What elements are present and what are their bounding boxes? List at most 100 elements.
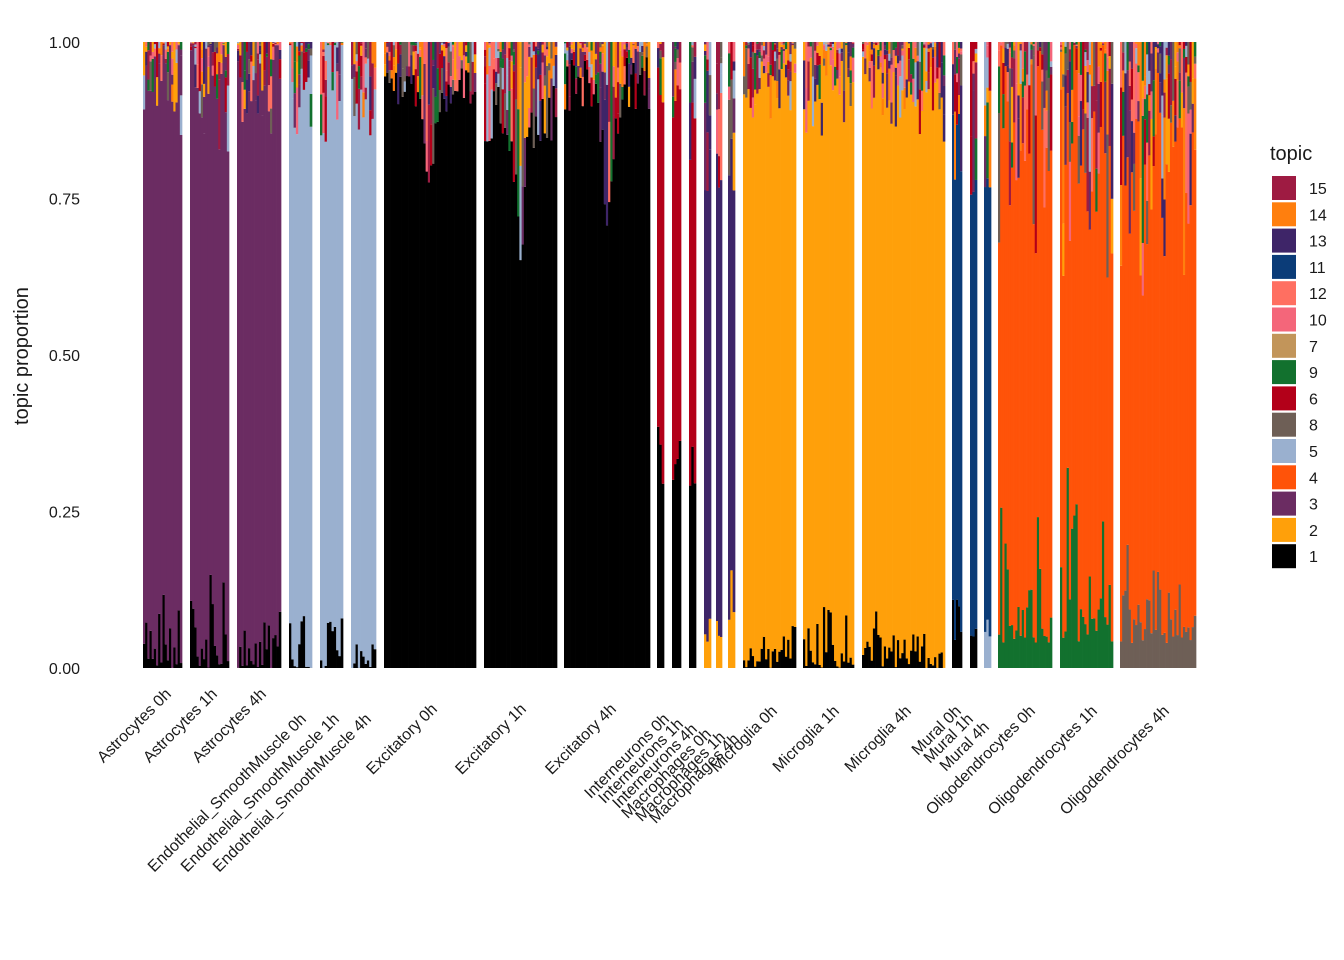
bar-segment-topic-14 [1139,42,1143,179]
bar-segment-topic-6 [931,57,935,111]
bar-segment-topic-8 [1060,49,1063,52]
bar-segment-topic-1 [657,426,660,668]
bar-segment-topic-9 [599,51,602,64]
bar-segment-topic-4 [1172,146,1175,637]
bar-segment-topic-12 [171,42,174,52]
bar-segment-topic-13 [145,51,148,66]
bar-segment-topic-5 [190,42,193,44]
bar-segment-topic-13 [627,63,631,87]
bar-segment-topic-9 [1043,636,1046,668]
bar-segment-topic-2 [820,42,824,103]
bar-segment-topic-1 [198,665,202,668]
bar-segment-topic-4 [1071,143,1074,529]
bar-segment-topic-1 [590,106,594,668]
bar-segment-topic-2 [803,109,806,640]
bar-segment-topic-6 [674,100,677,465]
bar-segment-topic-2 [295,61,299,88]
bar-segment-topic-1 [390,78,394,668]
bar-segment-topic-12 [394,42,398,50]
bar-segment-topic-9 [1030,44,1033,50]
bar-segment-topic-5 [789,81,792,111]
bar-segment-topic-2 [918,134,922,662]
bar-segment-topic-1 [594,83,598,668]
bar-segment-topic-13 [537,54,540,80]
bar-segment-topic-1 [787,639,790,668]
bar-segment-topic-14 [371,42,375,64]
bar-segment-topic-6 [1152,136,1156,167]
bar-segment-topic-14 [929,47,933,68]
bar-segment-topic-13 [881,72,885,84]
bar-segment-topic-3 [153,56,157,649]
bar-segment-topic-1 [888,647,891,668]
bar-segment-topic-10 [851,57,855,83]
bar-segment-topic-2 [778,108,781,652]
bar-segment-topic-4 [1135,118,1138,626]
bar-segment-topic-8 [960,54,963,86]
bar-segment-topic-8 [1156,571,1160,668]
bar-segment-topic-1 [497,87,500,668]
bar-segment-topic-8 [1126,544,1130,668]
bar-segment-topic-15 [1023,42,1027,52]
bar-segment-topic-4 [1120,265,1123,642]
bar-segment-topic-13 [847,42,850,53]
bar-segment-topic-10 [925,42,928,49]
bar-segment-topic-1 [771,651,775,668]
bar-segment-topic-15 [612,115,616,160]
bar-segment-topic-1 [866,641,869,668]
bar-segment-topic-12 [960,48,963,52]
bar-segment-topic-1 [465,70,468,669]
bar-segment-topic-8 [890,42,893,58]
bar-segment-topic-15 [1010,57,1014,69]
bar-segment-topic-5 [1064,42,1067,47]
bar-segment-topic-2 [886,107,889,659]
bar-segment-topic-1 [811,662,815,668]
bar-segment-topic-9 [151,58,155,92]
bar-segment-topic-13 [445,95,448,112]
bar-segment-topic-9 [1104,53,1107,82]
bar-segment-topic-10 [528,44,531,47]
legend-swatch-topic-14 [1272,202,1296,227]
bar-segment-topic-13 [883,42,887,46]
bar-segment-topic-13 [309,42,313,49]
bar-segment-topic-2 [706,641,710,668]
bar-segment-topic-9 [1010,42,1014,58]
bar-segment-topic-6 [634,73,638,109]
bar-segment-topic-1 [403,91,407,669]
bar-segment-topic-9 [1167,55,1171,65]
bar-segment-topic-12 [445,48,448,71]
bar-segment-topic-4 [1124,185,1127,591]
bar-segment-topic-4 [1086,211,1090,635]
bar-segment-topic-10 [1060,42,1063,46]
bar-segment-topic-13 [432,65,435,89]
bar-segment-topic-1 [905,658,909,668]
bar-segment-topic-13 [706,70,710,133]
bar-segment-topic-5 [153,44,157,49]
bar-segment-topic-2 [784,77,788,657]
bar-segment-topic-10 [326,42,330,44]
bar-segment-topic-10 [1135,63,1138,119]
bar-segment-topic-10 [881,83,885,99]
bar-segment-topic-15 [226,53,230,86]
bar-segment-topic-9 [1095,630,1098,668]
bar-segment-topic-1 [302,616,306,668]
bar-segment-topic-4 [1066,93,1070,468]
bar-segment-topic-14 [1104,42,1107,50]
bar-segment-topic-15 [1128,85,1132,111]
bar-segment-topic-15 [408,66,411,77]
bar-segment-topic-2 [974,53,978,63]
bar-segment-topic-2 [803,42,806,61]
bar-segment-topic-2 [171,51,174,59]
bar-segment-topic-9 [243,70,247,90]
bar-segment-topic-12 [447,42,451,44]
bar-segment-topic-2 [780,44,784,48]
bar-segment-topic-2 [1141,80,1145,99]
bar-segment-topic-6 [970,136,973,195]
bar-segment-topic-12 [250,61,253,102]
bar-segment-topic-1 [151,658,155,668]
bar-segment-topic-6 [751,45,755,52]
bar-segment-topic-12 [778,54,781,70]
panel-microglia-0h [743,42,797,668]
bar-segment-topic-14 [927,42,931,45]
bar-segment-topic-6 [623,49,627,67]
bar-segment-topic-13 [625,43,629,48]
